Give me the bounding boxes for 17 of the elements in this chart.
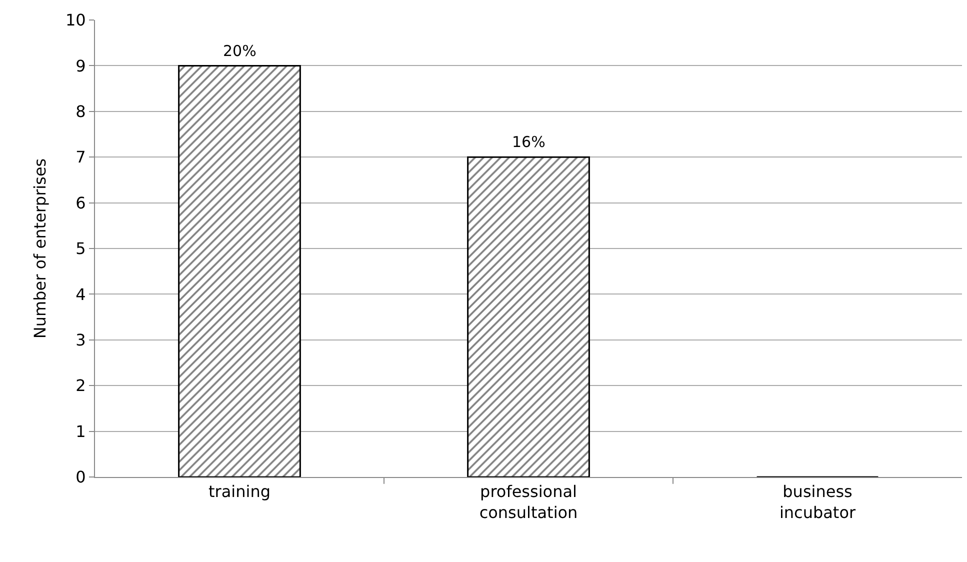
y-tick-label: 5 (76, 239, 86, 258)
y-tick-label: 3 (76, 330, 86, 350)
y-tick-label: 6 (76, 193, 86, 212)
y-tick-label: 4 (76, 284, 86, 304)
y-tick-label: 0 (76, 468, 86, 487)
x-tick-label: business incubator (779, 482, 856, 522)
annotation: 20% (223, 42, 256, 60)
y-tick-label: 1 (76, 422, 86, 441)
x-tick-label: training (208, 482, 270, 502)
annotation: 16% (512, 133, 546, 151)
y-tick-label: 9 (76, 56, 86, 76)
y-tick-label: 10 (65, 10, 86, 30)
x-tick-label: professional consultation (479, 482, 578, 522)
y-tick-label: 7 (76, 148, 86, 167)
y-tick-label: 2 (76, 376, 86, 396)
y-tick-label: 8 (76, 102, 86, 121)
y-axis-title: Number of enterprises (30, 158, 50, 339)
